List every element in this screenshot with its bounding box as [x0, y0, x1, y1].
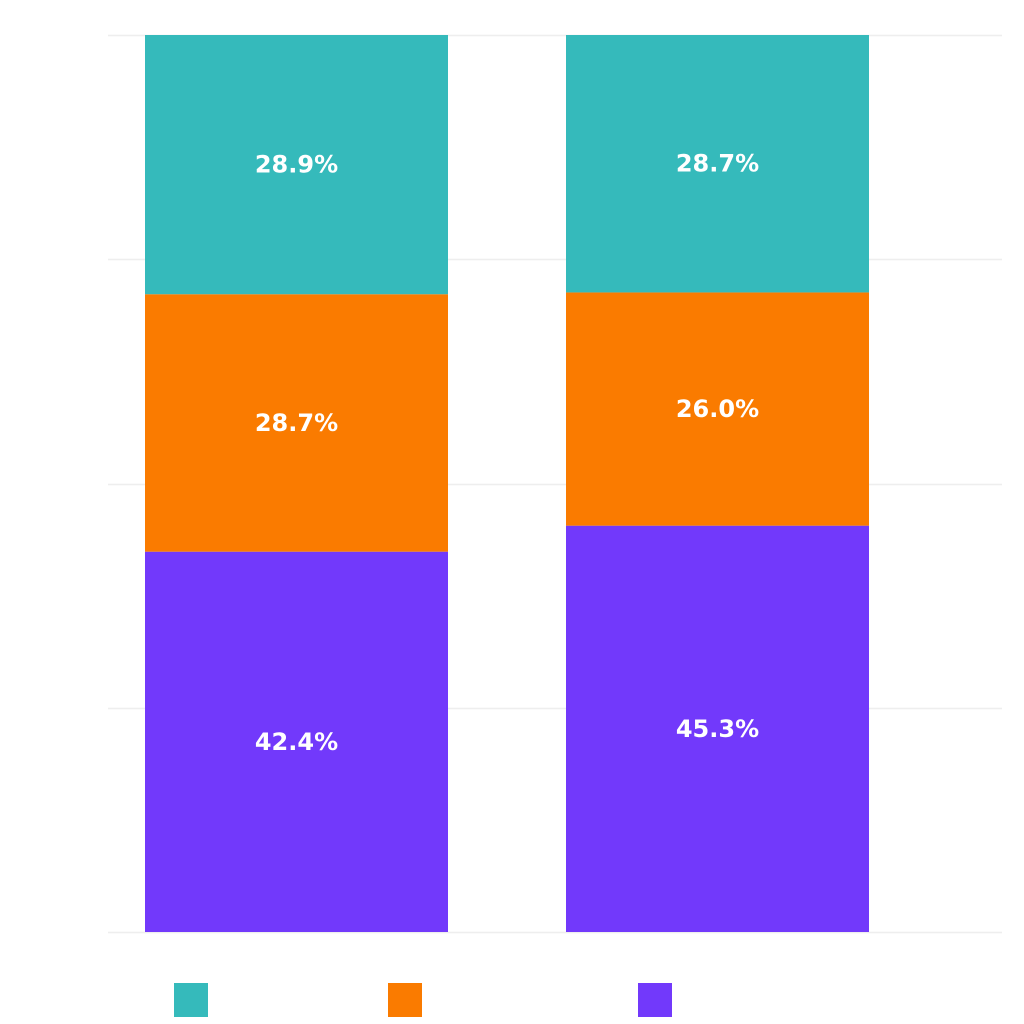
bars — [145, 35, 869, 932]
bar-segment — [566, 35, 869, 293]
legend-swatch — [174, 983, 208, 1017]
data-label: 28.7% — [676, 150, 759, 178]
data-label: 45.3% — [676, 715, 759, 743]
bar-segment — [566, 292, 869, 526]
data-label: 42.4% — [255, 728, 338, 756]
bar-segment — [145, 294, 448, 552]
data-labels: 42.4% 28.7% 28.9% 45.3% 26.0% 28.7% — [255, 150, 759, 756]
bar-segment — [145, 551, 448, 932]
legend-swatch — [638, 983, 672, 1017]
legend-swatch — [388, 983, 422, 1017]
bar-segment — [145, 35, 448, 295]
legend — [174, 983, 672, 1017]
data-label: 26.0% — [676, 395, 759, 423]
bar-segment — [566, 525, 869, 932]
data-label: 28.9% — [255, 151, 338, 179]
data-label: 28.7% — [255, 409, 338, 437]
